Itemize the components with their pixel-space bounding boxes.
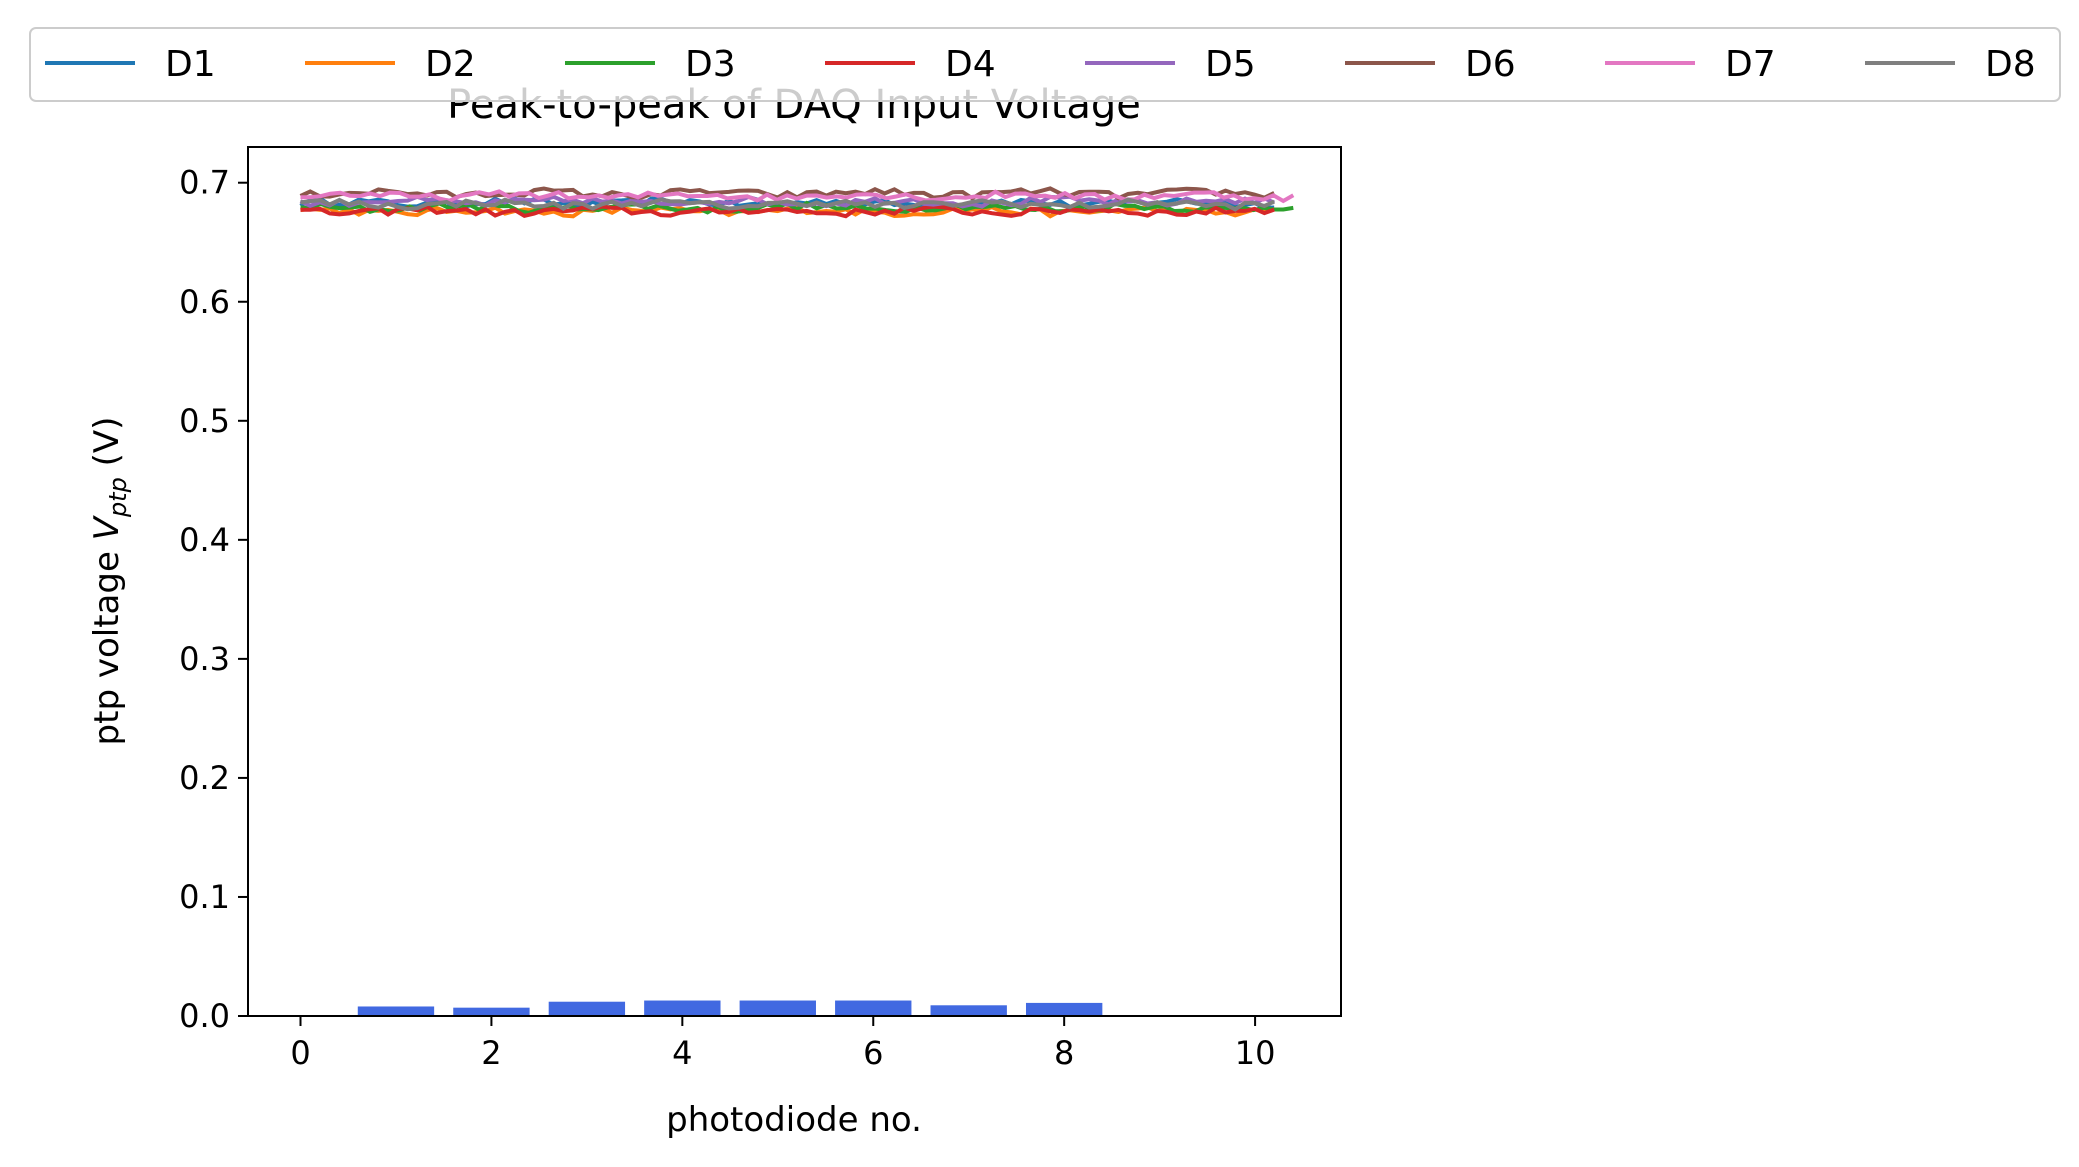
bar-2	[453, 1007, 530, 1016]
y-axis-label: ptp voltage Vptp (V)	[87, 417, 132, 746]
legend-label-d3: D3	[685, 44, 736, 85]
bar-1	[357, 1006, 435, 1016]
x-tick-label: 6	[863, 1034, 883, 1072]
y-tick-label: 0.3	[179, 640, 230, 678]
legend-label-d4: D4	[945, 44, 996, 85]
legend-label-d1: D1	[165, 44, 216, 85]
y-axis-label-var: V	[87, 514, 127, 540]
x-ticks: 0 2 4 6 8 10	[290, 1016, 1275, 1072]
bars	[357, 1000, 1103, 1016]
bar-7	[930, 1005, 1007, 1016]
legend-label-d6: D6	[1465, 44, 1516, 85]
y-tick-label: 0.7	[179, 164, 230, 202]
y-tick-label: 0.6	[179, 283, 230, 321]
bar-6	[835, 1000, 912, 1016]
legend-label-d2: D2	[425, 44, 476, 85]
y-tick-label: 0.1	[179, 878, 230, 916]
legend-label-d5: D5	[1205, 44, 1256, 85]
y-tick-label: 0.5	[179, 402, 230, 440]
x-axis-label: photodiode no.	[666, 1100, 922, 1140]
y-axis-label-suffix: (V)	[87, 417, 127, 478]
bar-4	[644, 1000, 721, 1016]
y-tick-label: 0.0	[179, 997, 230, 1035]
series-lines	[299, 186, 1295, 219]
x-tick-label: 8	[1054, 1034, 1074, 1072]
y-ticks: 0.0 0.1 0.2 0.3 0.4 0.5 0.6 0.7	[179, 164, 248, 1035]
bar-5	[739, 1000, 816, 1016]
y-axis-label-sub: ptp	[104, 477, 132, 518]
legend-label-d7: D7	[1725, 44, 1776, 85]
bar-8	[1025, 1002, 1103, 1016]
legend-frame	[29, 27, 2061, 102]
y-axis-label-prefix: ptp voltage	[87, 540, 127, 745]
plot-frame	[247, 146, 1342, 1017]
bar-3	[548, 1001, 626, 1016]
y-tick-label: 0.2	[179, 759, 230, 797]
legend: D1 D2 D3 D4 D5 D6 D7 D8	[29, 27, 2061, 102]
series-line-d8	[300, 197, 1276, 212]
x-tick-label: 4	[672, 1034, 692, 1072]
series-line-d4	[300, 204, 1275, 219]
x-tick-label: 10	[1235, 1034, 1276, 1072]
legend-label-d8: D8	[1985, 44, 2036, 85]
x-tick-label: 0	[290, 1034, 310, 1072]
y-tick-label: 0.4	[179, 521, 230, 559]
x-tick-label: 2	[481, 1034, 501, 1072]
